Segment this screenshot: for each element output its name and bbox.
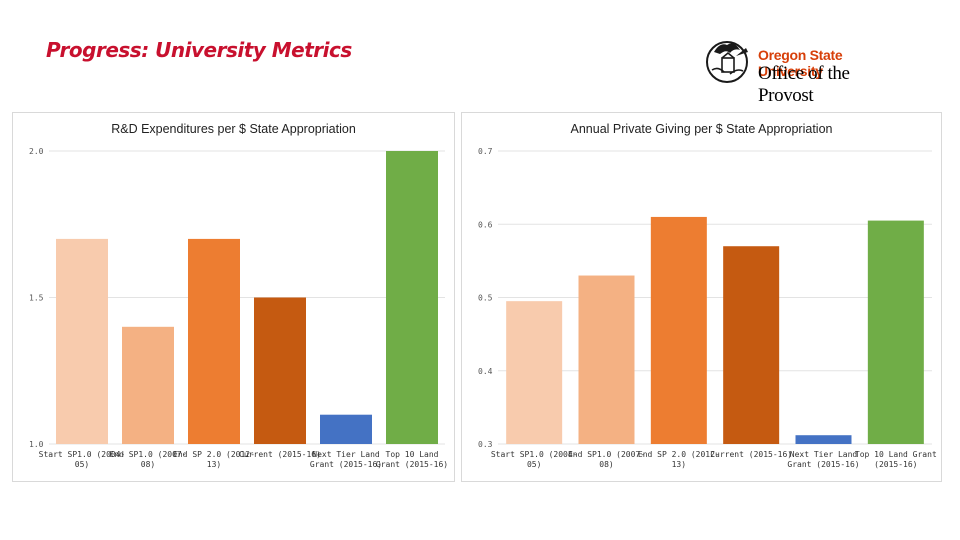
- chart-title: Annual Private Giving per $ State Approp…: [570, 122, 833, 136]
- x-category-label: Start SP1.0 (2004-05): [491, 450, 578, 469]
- y-tick-label: 0.4: [478, 367, 493, 376]
- osu-provost-logo: Oregon State University Office of the Pr…: [706, 36, 906, 106]
- x-category-label: Next Tier Land Grant (2015-16): [787, 450, 859, 469]
- bar: [56, 238, 108, 444]
- x-category-label: End SP 2.0 (2012-13): [638, 450, 720, 469]
- x-category-label: Start SP1.0 (2004-05): [39, 450, 126, 469]
- bar: [795, 435, 852, 444]
- y-tick-label: 0.7: [478, 147, 493, 156]
- y-tick-label: 1.5: [29, 294, 44, 303]
- y-tick-label: 2.0: [29, 147, 44, 156]
- bar: [254, 297, 306, 444]
- y-tick-label: 0.3: [478, 440, 493, 449]
- x-category-label: End SP 2.0 (2012-13): [173, 450, 255, 469]
- y-tick-label: 0.6: [478, 220, 493, 229]
- bar: [320, 414, 372, 444]
- bar: [506, 301, 563, 444]
- bar: [386, 151, 438, 444]
- y-tick-label: 1.0: [29, 440, 44, 449]
- logo-university-name: Oregon State University: [758, 47, 843, 79]
- x-category-label: Current (2015-16): [239, 450, 321, 459]
- chart-private-giving: Annual Private Giving per $ State Approp…: [461, 112, 942, 482]
- chart-title: R&D Expenditures per $ State Appropriati…: [111, 122, 356, 136]
- bar: [723, 246, 780, 444]
- x-category-label: Top 10 Land Grant (2015-16): [855, 450, 937, 469]
- y-tick-label: 0.5: [478, 294, 493, 303]
- bar: [122, 326, 174, 444]
- bar: [188, 238, 240, 444]
- bar: [650, 216, 707, 444]
- x-category-label: Next Tier Land Grant (2015-16): [310, 450, 382, 469]
- x-category-label: End SP1.0 (2007-08): [568, 450, 645, 469]
- x-category-label: End SP1.0 (2007-08): [109, 450, 186, 469]
- chart-rd-expenditures: R&D Expenditures per $ State Appropriati…: [12, 112, 455, 482]
- x-category-label: Current (2015-16): [710, 450, 792, 459]
- osu-seal-icon: [706, 41, 748, 83]
- chart-plot: 1.0 1.5 2.0 Start SP1.0 (2004-05)End SP1.0 …: [29, 147, 448, 469]
- page-title: Progress: University Metrics: [46, 38, 352, 62]
- logo-office-name: Office of the Provost: [758, 63, 850, 106]
- bar: [578, 275, 635, 444]
- bar: [867, 220, 924, 444]
- x-category-label: Top 10 Land Grant (2015-16): [376, 450, 448, 469]
